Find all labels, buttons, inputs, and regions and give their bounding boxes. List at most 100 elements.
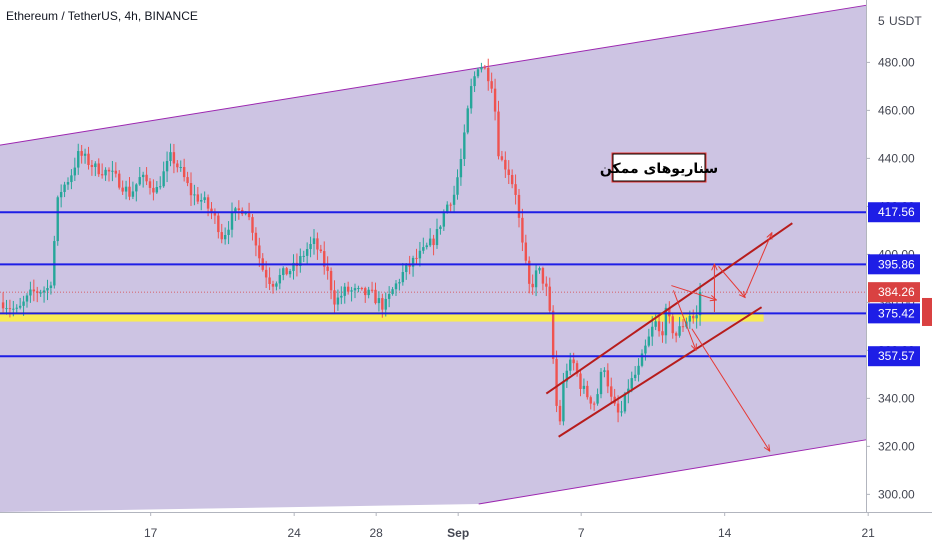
candle-body: [97, 163, 100, 175]
current-price-badge[interactable]: 384.26: [868, 282, 920, 303]
candle-body: [73, 167, 77, 176]
scenario-arrow: [672, 290, 696, 350]
candle-body: [596, 394, 599, 404]
price-axis[interactable]: 5USDT300.00320.00340.00360.00380.00400.0…: [866, 0, 932, 550]
candle-body: [305, 249, 309, 256]
candle: [59, 184, 63, 208]
annotation-inner-border: [612, 153, 706, 182]
candle-body: [357, 288, 360, 290]
candle: [100, 163, 104, 179]
candle: [541, 266, 545, 291]
candle: [56, 195, 59, 246]
candle: [521, 208, 524, 252]
candle-body: [497, 111, 500, 157]
candle: [692, 309, 695, 324]
candle: [203, 191, 206, 204]
candle-body: [367, 289, 370, 296]
candle-body: [1, 302, 5, 309]
candle: [551, 305, 555, 364]
candle-body: [698, 292, 702, 316]
candle-body: [49, 285, 53, 288]
candle-body: [493, 88, 497, 112]
candle-body: [630, 378, 633, 389]
candle-body: [627, 388, 630, 394]
candle: [114, 162, 118, 178]
candle-body: [606, 370, 610, 387]
candle: [264, 260, 268, 289]
candle: [80, 144, 83, 164]
level-badge[interactable]: 357.57: [868, 346, 920, 367]
price-axis-background: [866, 0, 932, 550]
candle: [217, 211, 220, 239]
level-badge-box: [868, 303, 920, 324]
candle: [596, 388, 599, 406]
candle: [630, 371, 633, 393]
scenario-arrow: [744, 233, 772, 296]
candle-body: [620, 411, 623, 413]
candle: [493, 78, 497, 121]
candle-body: [179, 167, 182, 169]
scenario-arrow: [718, 266, 746, 297]
candle: [227, 221, 230, 245]
candle-body: [189, 183, 193, 196]
candle-body: [548, 286, 551, 311]
level-badge[interactable]: 395.86: [868, 254, 920, 275]
candle: [312, 229, 316, 255]
candle: [606, 363, 610, 394]
candle: [647, 328, 651, 348]
candle: [483, 64, 487, 70]
candle: [353, 283, 357, 299]
candle: [32, 279, 36, 302]
candle-body: [128, 186, 131, 197]
candle-body: [435, 228, 439, 246]
candle: [415, 248, 418, 264]
candle: [575, 360, 579, 377]
candle: [610, 377, 613, 403]
candle: [275, 281, 278, 291]
candle-body: [278, 275, 282, 284]
candle-body: [647, 336, 651, 346]
candle: [504, 151, 507, 178]
level-badge[interactable]: 375.42: [868, 303, 920, 324]
candle: [316, 232, 319, 260]
candle: [210, 202, 213, 220]
time-axis[interactable]: 17 24 28 Sep 7 14 21: [0, 512, 932, 550]
candle-body: [350, 290, 353, 292]
candle-body: [483, 67, 487, 69]
candle-body: [343, 286, 346, 296]
current-price-label: 384.26: [878, 285, 915, 299]
candle: [172, 143, 176, 174]
level-badge[interactable]: 417.56: [868, 202, 920, 223]
candle: [29, 281, 32, 303]
candle-body: [15, 307, 18, 309]
candle: [394, 280, 398, 296]
candle: [329, 267, 333, 300]
candle-body: [5, 308, 8, 310]
candle: [36, 286, 39, 303]
scenario-annotation: سناریوهای ممکن: [600, 152, 718, 183]
candle-body: [152, 187, 155, 193]
candle-body: [104, 169, 107, 176]
candle-body: [63, 184, 66, 192]
channel-lower-line: [478, 439, 867, 505]
candle-body: [381, 298, 384, 310]
candle: [367, 286, 370, 299]
candle-body: [118, 173, 121, 188]
candle-body: [671, 316, 674, 334]
candle: [452, 185, 456, 214]
candle: [459, 148, 463, 186]
candle: [258, 237, 261, 267]
candle: [118, 170, 121, 190]
candle: [135, 183, 138, 202]
candle-body: [411, 257, 415, 267]
candle: [285, 266, 288, 276]
x-tick-label: 28: [369, 526, 383, 540]
candle-body: [18, 305, 22, 308]
candle-body: [418, 250, 422, 259]
candle: [633, 366, 637, 382]
candle-body: [661, 331, 664, 336]
candle-body: [463, 132, 466, 160]
candle: [169, 143, 172, 167]
candle: [514, 174, 517, 205]
